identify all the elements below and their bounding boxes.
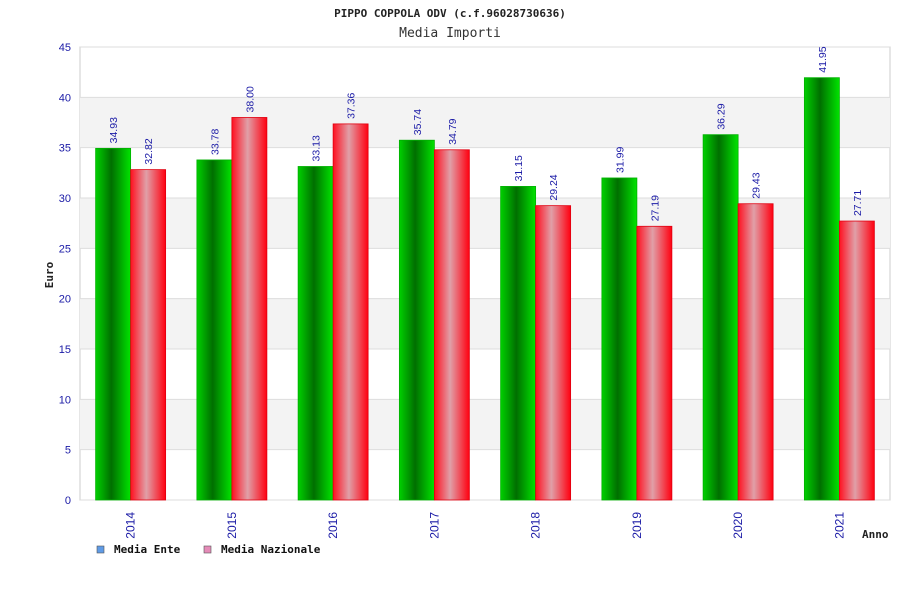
- bar-media-ente-2016: [297, 166, 334, 501]
- bar-media-nazionale-2016: [332, 123, 369, 501]
- value-label: 37.36: [346, 92, 358, 118]
- x-tick-label: 2020: [731, 512, 745, 539]
- x-tick-label: 2021: [832, 512, 846, 539]
- bar-media-ente-2015: [196, 159, 233, 501]
- x-tick-label: 2014: [124, 512, 138, 539]
- value-label: 31.99: [614, 147, 626, 173]
- value-label: 33.78: [209, 129, 221, 155]
- x-tick-label: 2019: [630, 512, 644, 539]
- value-label: 31.15: [513, 155, 525, 181]
- x-tick-label: 2018: [529, 512, 543, 539]
- value-label: 41.95: [817, 46, 829, 72]
- bar-media-ente-2020: [702, 134, 739, 501]
- value-labels: 34.93 32.82 33.78 38.00 33.13 37.36 35.74 34.79…: [108, 46, 864, 221]
- legend-label-media-ente: Media Ente: [114, 543, 181, 556]
- chart-title: PIPPO COPPOLA ODV (c.f.96028730636): [334, 7, 566, 20]
- y-tick-label: 40: [59, 92, 71, 104]
- value-label: 29.24: [548, 174, 560, 200]
- value-label: 36.29: [716, 103, 728, 129]
- value-label: 35.74: [412, 109, 424, 135]
- y-axis-label: Euro: [43, 261, 56, 288]
- value-label: 27.19: [649, 195, 661, 221]
- y-tick-label: 5: [65, 445, 71, 457]
- value-label: 34.79: [447, 118, 459, 144]
- value-label: 33.13: [311, 135, 323, 161]
- x-tick-label: 2016: [326, 512, 340, 539]
- legend-swatch-media-nazionale: [203, 545, 212, 554]
- bar-media-nazionale-2017: [433, 149, 470, 501]
- y-tick-label: 35: [59, 143, 71, 155]
- bar-media-ente-2021: [803, 77, 840, 501]
- x-tick-label: 2017: [427, 512, 441, 539]
- bar-media-ente-2017: [398, 139, 435, 501]
- bar-media-nazionale-2015: [231, 117, 268, 501]
- y-axis-ticks: 0 5 10 15 20 25 30 35 40 45: [59, 42, 71, 507]
- bar-media-nazionale-2021: [838, 220, 875, 501]
- bar-media-ente-2018: [500, 186, 537, 501]
- legend-label-media-nazionale: Media Nazionale: [221, 543, 321, 556]
- value-label: 38.00: [244, 86, 256, 112]
- bar-media-ente-2014: [95, 147, 132, 501]
- bars: [95, 77, 875, 501]
- legend: Media Ente Media Nazionale: [96, 543, 321, 556]
- bar-media-nazionale-2020: [737, 203, 774, 501]
- value-label: 29.43: [751, 172, 763, 198]
- legend-swatch-media-ente: [96, 545, 105, 554]
- x-tick-label: 2015: [225, 512, 239, 539]
- bar-media-nazionale-2014: [130, 169, 167, 501]
- bar-media-nazionale-2019: [636, 225, 673, 501]
- grid-band: [80, 97, 890, 148]
- y-tick-label: 25: [59, 243, 71, 255]
- y-tick-label: 30: [59, 193, 71, 205]
- x-axis-ticks: 2014 2015 2016 2017 2018 2019 2020 2021: [124, 512, 847, 539]
- bar-media-nazionale-2018: [535, 205, 572, 501]
- value-label: 34.93: [108, 117, 120, 143]
- y-tick-label: 20: [59, 294, 71, 306]
- y-tick-label: 45: [59, 42, 71, 54]
- chart-subtitle: Media Importi: [399, 26, 501, 41]
- y-tick-label: 0: [65, 495, 71, 507]
- bar-media-ente-2019: [601, 177, 638, 501]
- value-label: 27.71: [852, 190, 864, 216]
- y-tick-label: 15: [59, 344, 71, 356]
- value-label: 32.82: [143, 138, 155, 164]
- x-axis-label: Anno: [862, 528, 889, 541]
- y-tick-label: 10: [59, 394, 71, 406]
